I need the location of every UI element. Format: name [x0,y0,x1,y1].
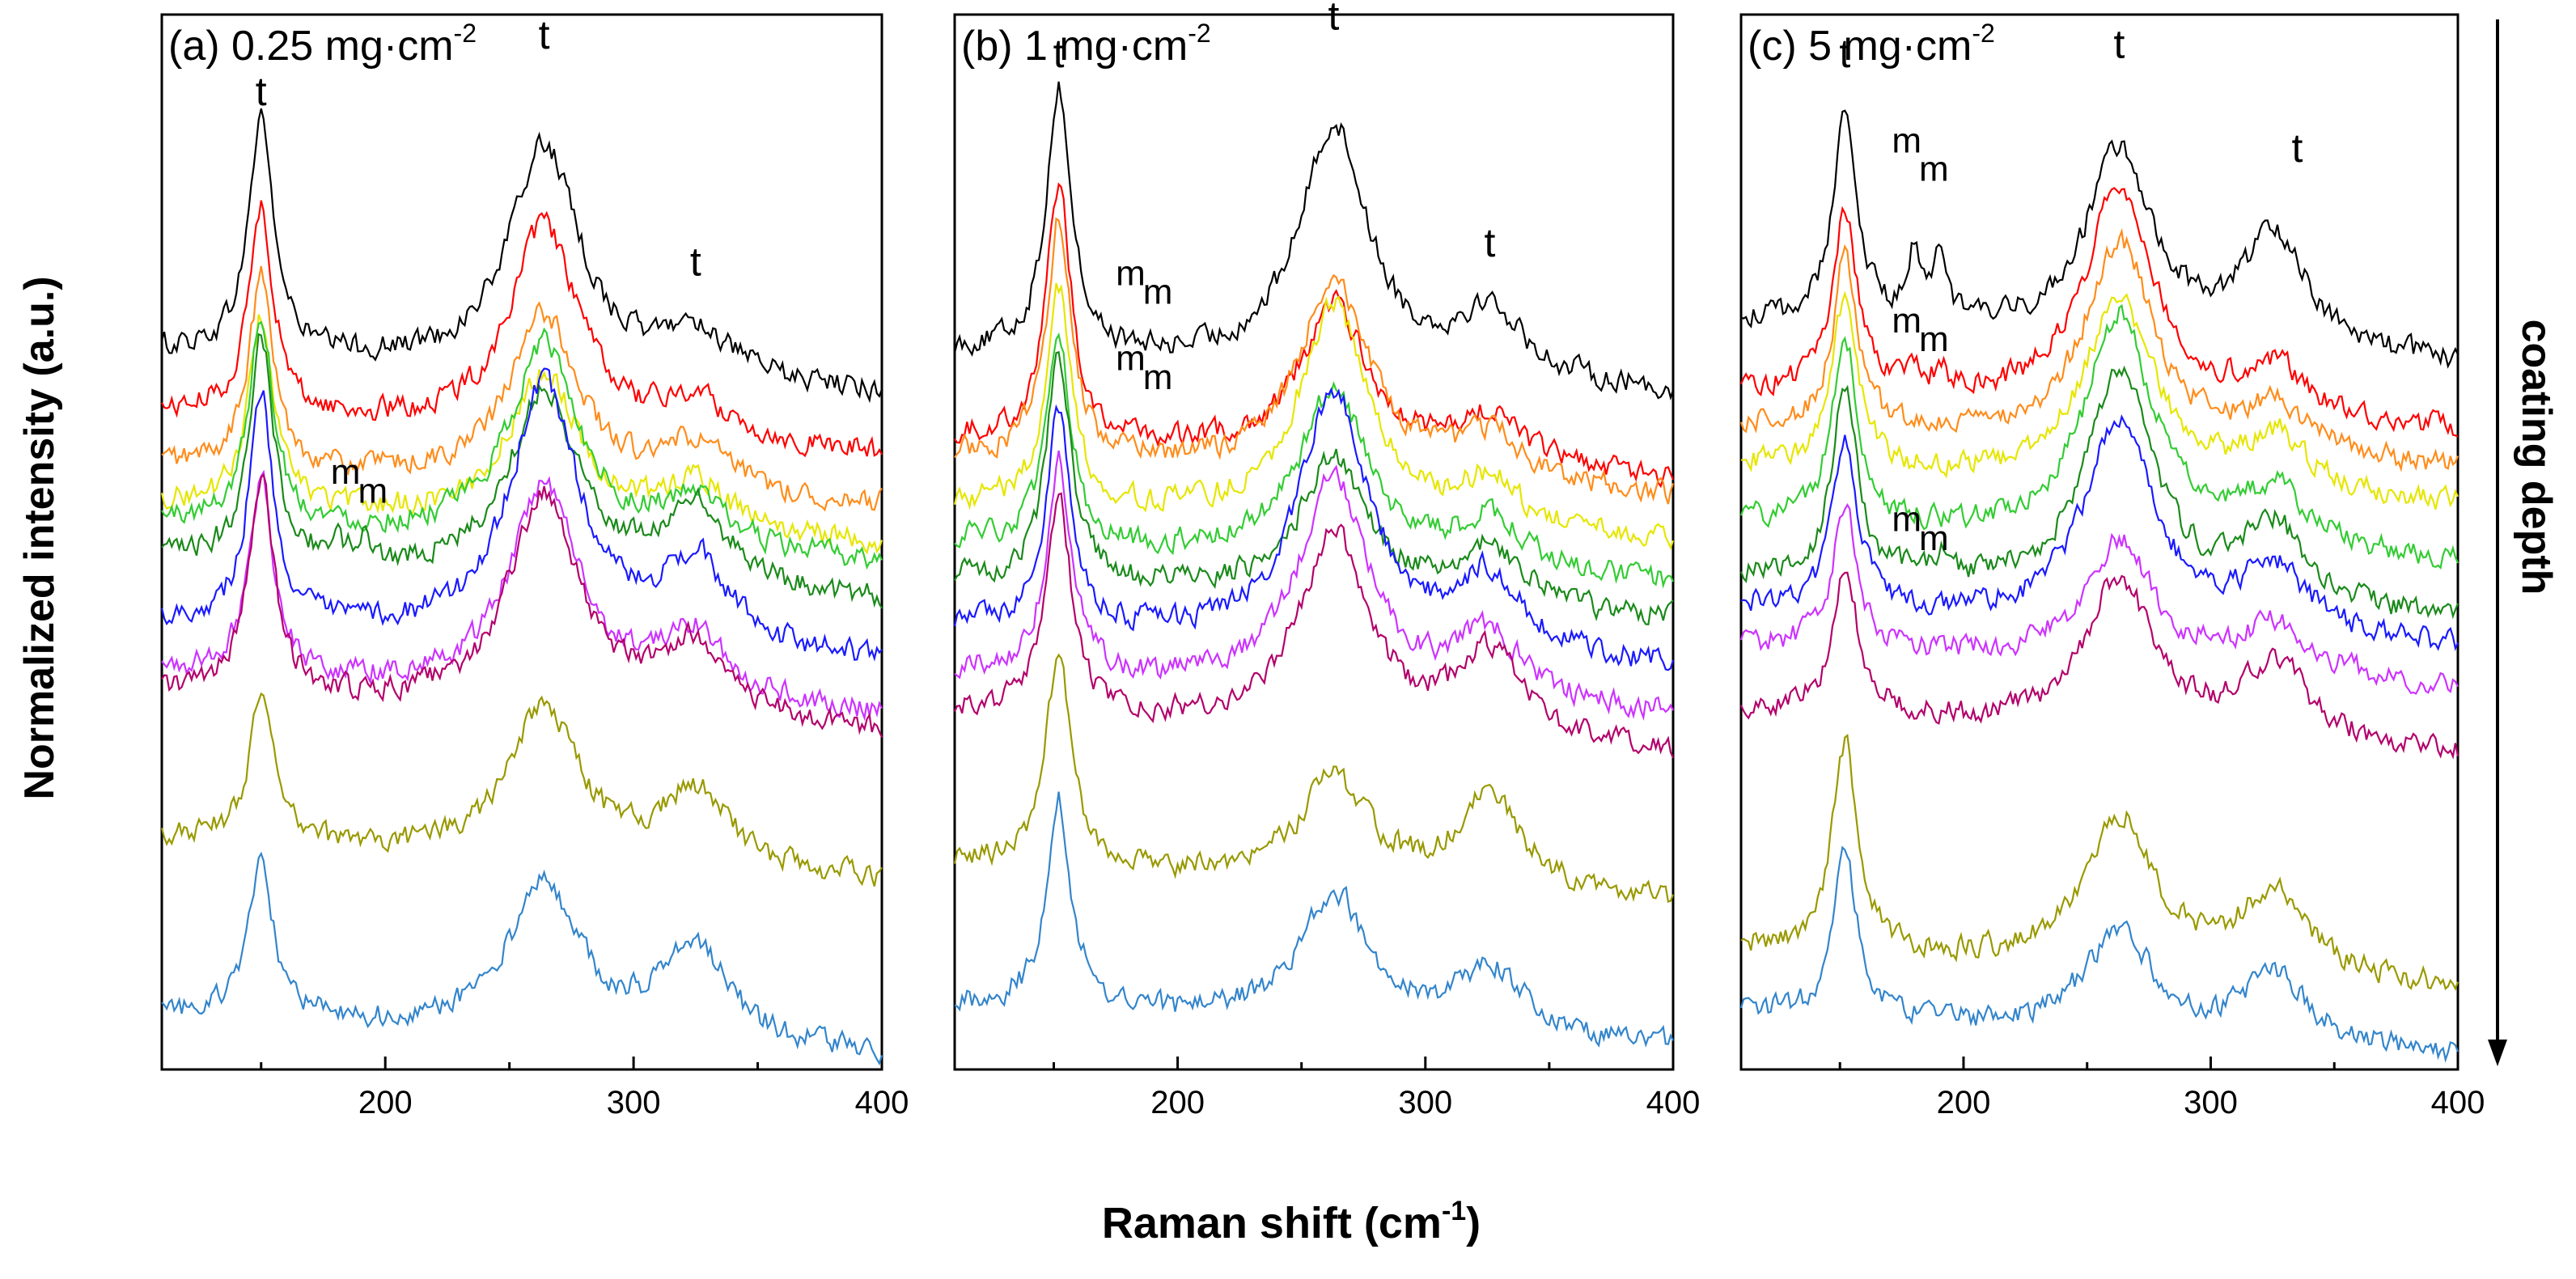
spectrum-series-9 [954,492,1675,759]
spectrum-series-10 [953,653,1675,904]
spectrum-series-3 [1739,227,2459,472]
panel-title-sup: -2 [454,19,477,48]
x-tick-label: 200 [1150,1085,1205,1120]
panel-title: (a) 0.25 mg·cm-2 [168,19,477,70]
monoclinic-peak-label: m [1919,320,1949,359]
spectrum-series-4 [1740,290,2459,510]
x-axis-label-close: ) [1466,1199,1481,1247]
spectrum-series-1 [953,81,1675,401]
spectrum-series-6 [954,350,1674,625]
monoclinic-peak-label: m [1143,273,1173,312]
tetragonal-peak-label: t [539,12,550,57]
panel-a: 200 300 400 t t t mm (a) 0.25 mg·cm-2 [160,12,909,1120]
spectrum-series-5 [954,332,1674,589]
x-tick-label: 400 [855,1085,909,1120]
y-axis-label: Normalized intensity (a.u.) [16,276,63,799]
tetragonal-peak-label: t [690,239,701,285]
spectrum-series-8 [954,450,1674,722]
spectrum-series-2 [1739,187,2459,438]
tetragonal-peak-label: t [1484,220,1495,265]
panel-title: (b) 1 mg·cm-2 [961,19,1211,70]
tetragonal-peak-label: t [1053,31,1065,76]
spectrum-series-3 [161,265,883,512]
panel-frame [1739,13,2459,1071]
tetragonal-peak-label: t [2291,125,2303,171]
spectrum-series-11 [161,851,883,1066]
spectrum-series-1 [160,108,883,404]
spectrum-series-2 [161,200,883,458]
x-tick-label: 200 [358,1085,413,1120]
tetragonal-peak-label: t [256,69,267,114]
panel-frame [953,13,1675,1071]
spectrum-series-6 [1739,365,2459,620]
panel-title: (c) 5 mg·cm-2 [1748,19,1995,70]
tetragonal-peak-label: t [2113,22,2125,67]
x-axis-label: Raman shift (cm-1) [1102,1196,1481,1247]
x-tick-label: 400 [1646,1085,1701,1120]
spectrum-series-7 [953,387,1675,671]
spectrum-series-10 [1740,734,2459,991]
x-tick-label: 300 [2184,1085,2238,1120]
spectrum-series-5 [161,320,883,570]
x-tick-label: 200 [1937,1085,1991,1120]
monoclinic-peak-label: m [331,452,361,492]
spectrum-series-8 [1739,502,2459,695]
monoclinic-peak-label: m [1116,253,1146,293]
panel-title-main: (c) 5 mg·cm [1748,23,1972,70]
monoclinic-peak-label: m [358,471,388,510]
monoclinic-peak-label: m [1919,150,1949,189]
panel-title-sup: -2 [1972,19,1994,48]
x-axis-label-sup: -1 [1442,1196,1466,1226]
spectrum-series-11 [1739,845,2459,1063]
x-axis-label-main: Raman shift (cm [1102,1199,1442,1247]
depth-label: coating depth [2513,320,2560,595]
spectrum-series-4 [953,282,1675,550]
spectrum-series-5 [1739,303,2459,570]
depth-arrow-head [2488,1040,2507,1066]
monoclinic-peak-label: m [1892,301,1921,341]
panel-title-sup: -2 [1188,19,1210,48]
monoclinic-peak-label: m [1116,339,1146,379]
x-tick-label: 300 [607,1085,661,1120]
x-tick-label: 400 [2431,1085,2485,1120]
tetragonal-peak-label: t [1839,31,1850,76]
spectrum-series-10 [160,692,883,887]
spectrum-series-9 [161,472,883,738]
monoclinic-peak-label: m [1143,358,1173,397]
monoclinic-peak-label: m [1892,500,1921,540]
panel-title-main: (b) 1 mg·cm [961,23,1188,70]
tetragonal-peak-label: t [1328,0,1340,38]
spectrum-series-8 [161,469,883,722]
monoclinic-peak-label: m [1892,121,1921,161]
spectrum-series-2 [954,182,1675,489]
spectrum-series-7 [1740,414,2459,651]
spectrum-series-7 [160,367,883,662]
panel-title-main: (a) 0.25 mg·cm [168,23,454,70]
spectrum-series-9 [1739,571,2459,760]
spectrum-series-3 [954,217,1675,505]
spectrum-series-11 [954,791,1674,1048]
monoclinic-peak-label: m [1919,519,1949,558]
spectrum-series-1 [1740,109,2459,369]
x-tick-label: 300 [1398,1085,1452,1120]
